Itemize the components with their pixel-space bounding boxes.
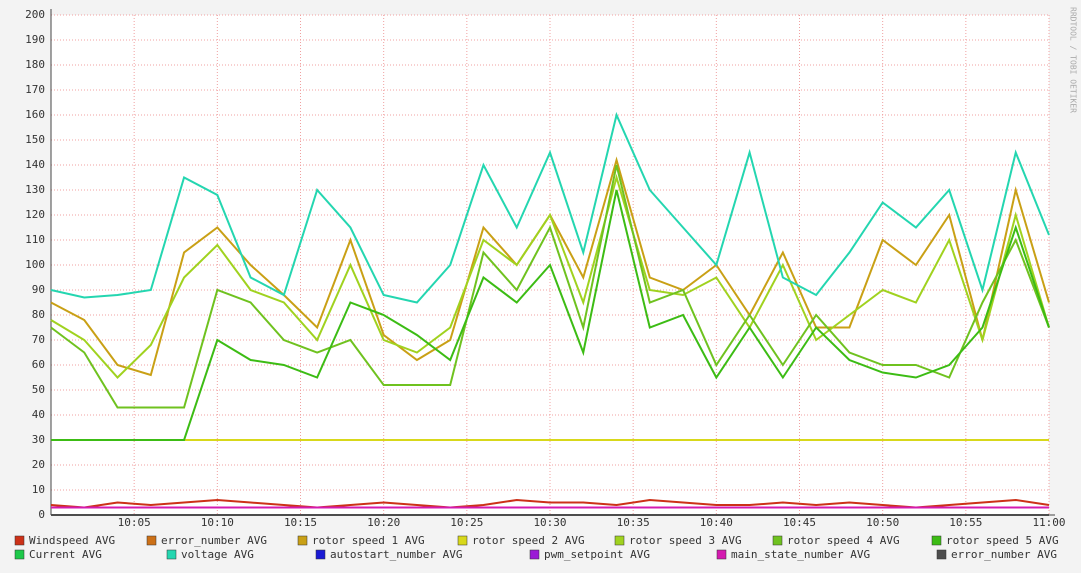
legend-label: error_number AVG: [161, 534, 267, 547]
legend-swatch: [457, 535, 468, 546]
y-tick-label: 130: [25, 183, 45, 196]
y-tick-label: 40: [32, 408, 45, 421]
legend-label: voltage AVG: [181, 548, 254, 561]
y-tick-label: 140: [25, 158, 45, 171]
y-tick-label: 0: [38, 508, 45, 521]
legend-swatch: [297, 535, 308, 546]
legend-swatch: [936, 549, 947, 560]
legend-label: main_state_number AVG: [731, 548, 870, 561]
y-tick-label: 60: [32, 358, 45, 371]
y-tick-label: 30: [32, 433, 45, 446]
legend-label: rotor speed 5 AVG: [946, 534, 1059, 547]
x-tick-label: 10:25: [450, 516, 483, 529]
legend-swatch: [14, 535, 25, 546]
x-tick-label: 10:55: [949, 516, 982, 529]
y-tick-label: 120: [25, 208, 45, 221]
y-tick-label: 20: [32, 458, 45, 471]
legend-swatch: [931, 535, 942, 546]
series-line: [50, 111, 1050, 304]
x-tick-label: 10:05: [118, 516, 151, 529]
x-tick-label: 10:15: [284, 516, 317, 529]
y-tick-label: 50: [32, 383, 45, 396]
legend-label: pwm_setpoint AVG: [544, 548, 650, 561]
x-tick-label: 10:35: [617, 516, 650, 529]
legend-label: rotor speed 1 AVG: [312, 534, 425, 547]
x-tick-label: 10:30: [533, 516, 566, 529]
y-tick-label: 70: [32, 333, 45, 346]
y-tick-label: 100: [25, 258, 45, 271]
y-tick-label: 190: [25, 33, 45, 46]
y-tick-label: 170: [25, 83, 45, 96]
y-tick-label: 160: [25, 108, 45, 121]
legend-label: rotor speed 2 AVG: [472, 534, 585, 547]
legend-label: rotor speed 4 AVG: [787, 534, 900, 547]
legend-label: error_number AVG: [951, 548, 1057, 561]
y-tick-label: 80: [32, 308, 45, 321]
legend-swatch: [146, 535, 157, 546]
series-line: [50, 164, 1050, 409]
series-line: [50, 173, 1050, 379]
series-line: [50, 498, 1050, 509]
watermark: RRDTOOL / TOBI OETIKER: [1069, 7, 1078, 113]
x-tick-label: 10:45: [783, 516, 816, 529]
x-tick-label: 10:20: [367, 516, 400, 529]
legend-swatch: [166, 549, 177, 560]
series-line: [51, 189, 1050, 441]
legend-swatch: [315, 549, 326, 560]
legend-label: Current AVG: [29, 548, 102, 561]
x-tick-label: 11:00: [1032, 516, 1065, 529]
legend-swatch: [772, 535, 783, 546]
x-tick-label: 10:50: [866, 516, 899, 529]
legend-swatch: [716, 549, 727, 560]
y-tick-label: 110: [25, 233, 45, 246]
legend-swatch: [614, 535, 625, 546]
x-tick-label: 10:40: [700, 516, 733, 529]
legend-label: rotor speed 3 AVG: [629, 534, 742, 547]
y-tick-label: 200: [25, 8, 45, 21]
legend-swatch: [14, 549, 25, 560]
y-tick-label: 10: [32, 483, 45, 496]
legend-label: Windspeed AVG: [29, 534, 115, 547]
legend-swatch: [529, 549, 540, 560]
y-tick-label: 150: [25, 133, 45, 146]
legend-label: autostart_number AVG: [330, 548, 462, 561]
y-tick-label: 90: [32, 283, 45, 296]
x-tick-label: 10:10: [201, 516, 234, 529]
y-tick-label: 180: [25, 58, 45, 71]
